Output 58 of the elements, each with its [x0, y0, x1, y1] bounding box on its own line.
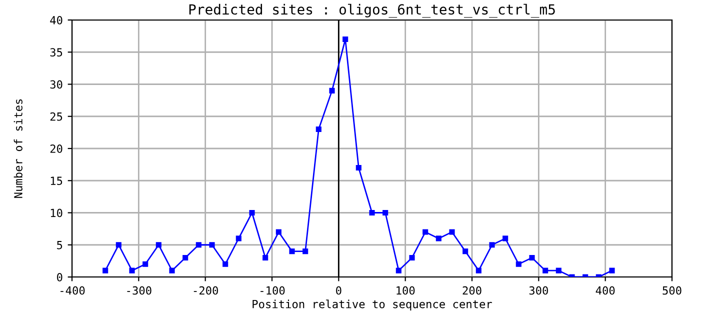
point: [209, 242, 215, 248]
y-tick-label: 20: [50, 144, 62, 153]
point: [222, 261, 228, 267]
point: [516, 261, 522, 267]
point: [356, 164, 362, 171]
point: [102, 268, 108, 274]
point: [556, 268, 562, 274]
point: [409, 254, 415, 261]
point: [489, 242, 495, 248]
point: [289, 248, 295, 254]
point: [462, 248, 468, 254]
point: [129, 268, 135, 274]
x-tick-label: 0: [336, 286, 342, 295]
point: [436, 236, 442, 242]
point: [302, 248, 308, 254]
y-tick-label: 0: [57, 273, 62, 282]
point: [502, 236, 508, 242]
point: [249, 210, 255, 216]
point: [329, 88, 335, 94]
x-tick-label: 300: [529, 286, 548, 295]
point: [156, 242, 162, 248]
y-tick-label: 40: [50, 16, 62, 24]
y-tick-label: 10: [50, 208, 62, 218]
x-tick-label: 200: [462, 286, 482, 295]
chart-title: Predicted sites : oligos_6nt_test_vs_ctrl_m5: [189, 4, 555, 18]
point: [169, 268, 175, 274]
y-tick-label: 30: [50, 80, 62, 89]
point: [262, 254, 268, 261]
point: [609, 268, 615, 274]
x-axis-title: Position relative to sequence center: [252, 300, 492, 310]
point: [542, 268, 548, 274]
y-tick-label: 35: [50, 48, 62, 57]
x-tick-label: -100: [260, 286, 285, 295]
point: [382, 210, 388, 216]
point: [476, 268, 482, 274]
y-tick-label: 5: [57, 241, 62, 250]
x-tick-label: -200: [194, 286, 218, 295]
point: [182, 254, 188, 261]
point: [369, 210, 375, 216]
x-tick-label: 400: [596, 286, 615, 295]
point: [142, 261, 148, 267]
point: [316, 126, 322, 132]
point: [396, 268, 402, 274]
x-tick-label: -300: [127, 286, 152, 295]
point: [116, 242, 122, 248]
y-tick-label: 15: [50, 176, 62, 186]
point: [236, 236, 242, 242]
x-tick-label: -400: [60, 286, 85, 295]
point: [342, 36, 348, 42]
point: [422, 229, 428, 235]
y-axis-title: Number of sites: [14, 99, 22, 198]
point: [449, 229, 455, 235]
point: [196, 242, 202, 248]
x-tick-label: 500: [662, 286, 682, 295]
y-tick-label: 25: [50, 112, 62, 121]
point: [276, 229, 282, 235]
x-tick-label: 100: [396, 286, 415, 295]
point: [529, 254, 535, 261]
